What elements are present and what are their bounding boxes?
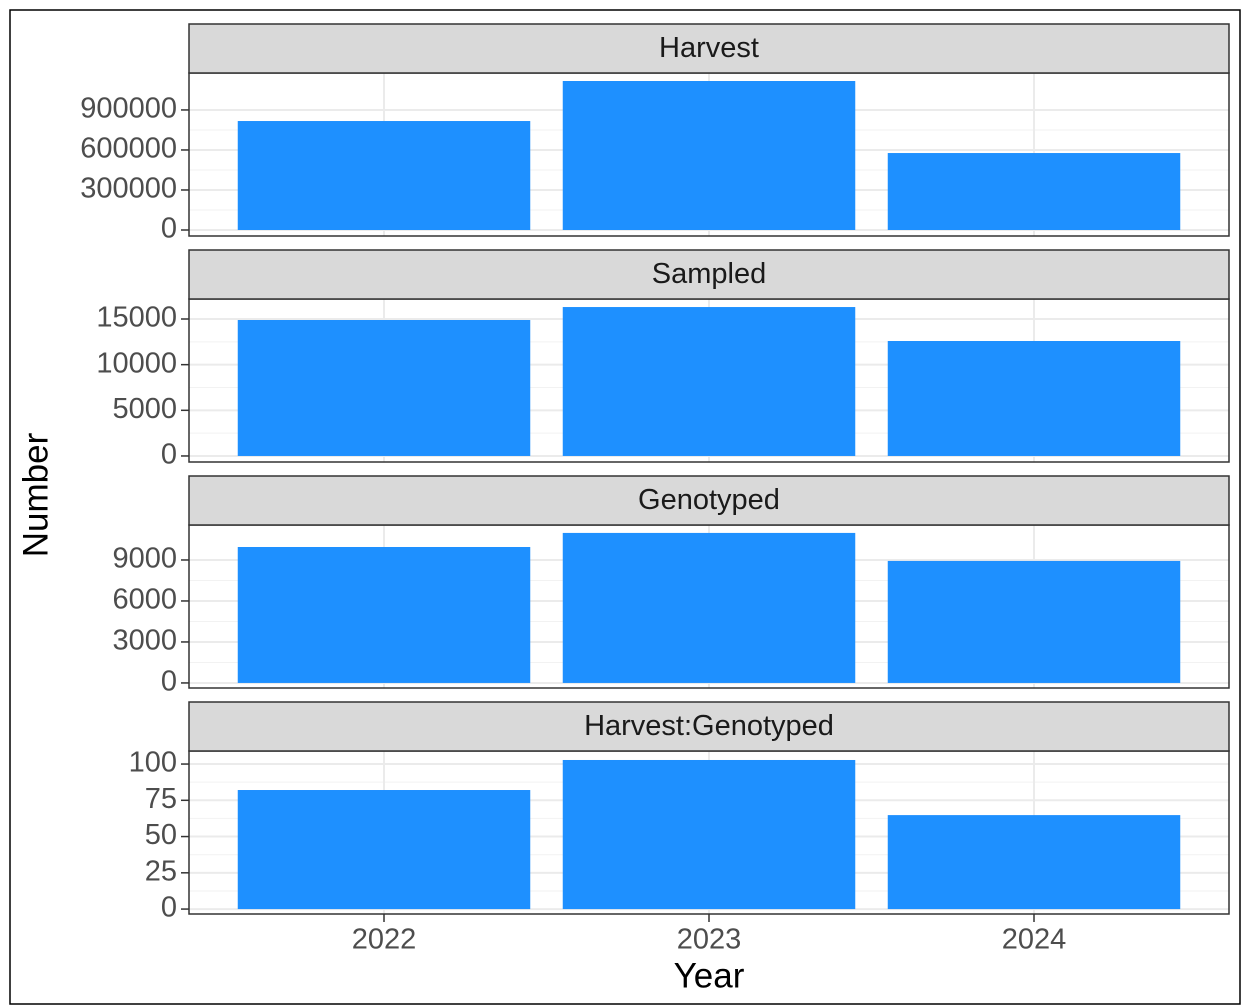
y-tick-label: 600000 [80, 133, 177, 165]
y-tick-label: 6000 [112, 584, 177, 616]
bar [237, 546, 531, 683]
x-tick-label: 2024 [1002, 924, 1067, 956]
bar [887, 560, 1181, 683]
strip-title: Genotyped [638, 484, 780, 516]
bar [562, 532, 856, 683]
bar [562, 81, 856, 230]
y-tick-label: 0 [161, 439, 177, 471]
strip [188, 475, 1230, 526]
bar [237, 790, 531, 910]
x-tick-label: 2023 [677, 924, 742, 956]
strip [188, 701, 1230, 752]
y-tick-label: 0 [161, 666, 177, 698]
strip-title: Harvest [659, 32, 759, 64]
bar [562, 759, 856, 910]
bar [887, 341, 1181, 456]
bar [887, 815, 1181, 910]
y-tick-label: 25 [145, 855, 177, 887]
bar [237, 121, 531, 230]
y-axis-title: Number [16, 432, 55, 557]
y-tick-label: 75 [145, 783, 177, 815]
y-tick-label: 0 [161, 892, 177, 924]
strip-title: Sampled [652, 258, 766, 290]
strip [188, 249, 1230, 300]
y-tick-label: 15000 [96, 302, 177, 334]
y-tick-label: 50 [145, 819, 177, 851]
y-tick-label: 100 [129, 747, 177, 779]
strip-title: Harvest:Genotyped [584, 710, 834, 742]
x-tick-label: 2022 [352, 924, 417, 956]
y-tick-label: 900000 [80, 93, 177, 125]
y-tick-label: 300000 [80, 173, 177, 205]
x-axis-title: Year [674, 956, 745, 995]
y-tick-label: 9000 [112, 543, 177, 575]
strip [188, 23, 1230, 74]
y-tick-label: 10000 [96, 347, 177, 379]
bar [237, 320, 531, 456]
y-tick-label: 5000 [112, 393, 177, 425]
bar [562, 307, 856, 456]
bar [887, 153, 1181, 230]
y-tick-label: 3000 [112, 625, 177, 657]
y-tick-label: 0 [161, 213, 177, 245]
